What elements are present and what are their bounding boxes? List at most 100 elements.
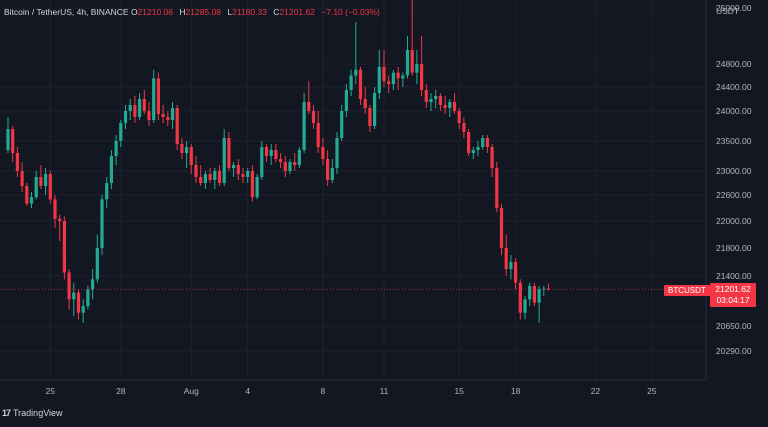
candle-body [156, 78, 160, 114]
candle [48, 171, 52, 204]
candle [358, 66, 363, 105]
candle-body [283, 162, 287, 171]
candle-body [250, 171, 254, 198]
candle-body [429, 99, 433, 102]
candle-body [377, 66, 381, 93]
candle [326, 150, 330, 186]
price-axis[interactable]: 25000.00 24800.00 24400.00 24000.00 23500.00… [716, 3, 752, 356]
candle-body [58, 218, 62, 221]
candle-body [109, 156, 113, 183]
candle-body [133, 105, 137, 117]
low-label: L [227, 7, 233, 17]
candle [467, 129, 471, 156]
high-value: 21285.08 [185, 7, 221, 17]
candle [354, 22, 358, 85]
candle [481, 135, 485, 150]
candle-body [537, 289, 541, 303]
time-axis[interactable]: 25 28 Aug 4 8 11 15 18 22 25 [46, 386, 657, 396]
candle [232, 162, 236, 177]
tradingview-logo[interactable]: 17 TradingView [2, 408, 63, 418]
candle [72, 282, 76, 316]
candle [396, 66, 400, 90]
candle-body [363, 99, 367, 108]
candle [283, 156, 287, 177]
candle [170, 102, 175, 129]
candle-body [396, 72, 400, 79]
change-value: −7.10 (−0.03%) [321, 7, 380, 17]
candle-body [194, 165, 198, 177]
candle-body [246, 171, 250, 177]
time-tick-label: 8 [321, 386, 326, 396]
candle [109, 150, 113, 189]
candle [62, 216, 66, 280]
candle [161, 105, 165, 123]
candle [504, 234, 508, 276]
low-value: 21180.33 [232, 7, 267, 17]
candle-body [349, 75, 353, 90]
candle-body [269, 150, 273, 156]
candle [114, 135, 118, 165]
price-tick-label: 21400.00 [716, 271, 752, 281]
candle [476, 141, 480, 156]
candle-body [307, 102, 311, 111]
candle [213, 168, 217, 189]
candle [199, 165, 203, 186]
candle [344, 84, 348, 117]
time-tick-label: 28 [116, 386, 126, 396]
candle [128, 99, 132, 120]
price-tick-label: 23500.00 [716, 136, 752, 146]
candle [189, 144, 193, 174]
price-tick-label: 22000.00 [716, 216, 752, 226]
candle [340, 105, 344, 141]
candle-body [514, 262, 518, 283]
candle [368, 105, 372, 132]
candle [6, 117, 10, 153]
candle [86, 286, 90, 310]
candle [100, 195, 104, 255]
candle [373, 87, 377, 129]
candle-body [6, 129, 10, 150]
time-tick-label: 4 [245, 386, 250, 396]
candle [405, 36, 410, 79]
symbol-title[interactable]: Bitcoin / TetherUS, 4h, BINANCE [4, 7, 129, 17]
candle [119, 120, 123, 147]
candle [448, 99, 452, 117]
candle [269, 144, 273, 165]
price-tick-label: 24400.00 [716, 82, 752, 92]
candle-body [321, 147, 325, 159]
candle [424, 84, 428, 108]
price-tick-label: 21800.00 [716, 243, 752, 253]
candle-body [260, 147, 264, 177]
candle [420, 36, 424, 96]
candle-body [415, 64, 419, 73]
candle-body [44, 174, 48, 186]
candle [363, 87, 367, 114]
candle-body [293, 162, 297, 165]
symbol-price-tag: BTCUSDT [664, 285, 710, 296]
candle [302, 93, 306, 153]
price-tick-label: 23000.00 [716, 166, 752, 176]
candle-body [490, 147, 494, 168]
candle-body [546, 288, 551, 290]
candle [434, 90, 438, 108]
candle [330, 159, 334, 183]
candle [81, 299, 85, 323]
candle [387, 75, 391, 93]
candle-body [467, 132, 471, 153]
candle-body [100, 199, 104, 248]
candle-body [509, 262, 513, 269]
candle-body [344, 90, 348, 111]
candle-body [105, 183, 109, 200]
candle [264, 144, 269, 162]
candle-body [232, 165, 236, 168]
candle [147, 102, 151, 126]
time-tick-label: 15 [454, 386, 464, 396]
candle [255, 174, 259, 200]
candle [274, 144, 278, 162]
candle [236, 159, 240, 180]
candle-body [114, 141, 118, 156]
price-tick-label: 25000.00 [716, 3, 752, 13]
last-price-label: 21201.62 03:04:17 [710, 283, 756, 307]
candle [293, 153, 297, 171]
